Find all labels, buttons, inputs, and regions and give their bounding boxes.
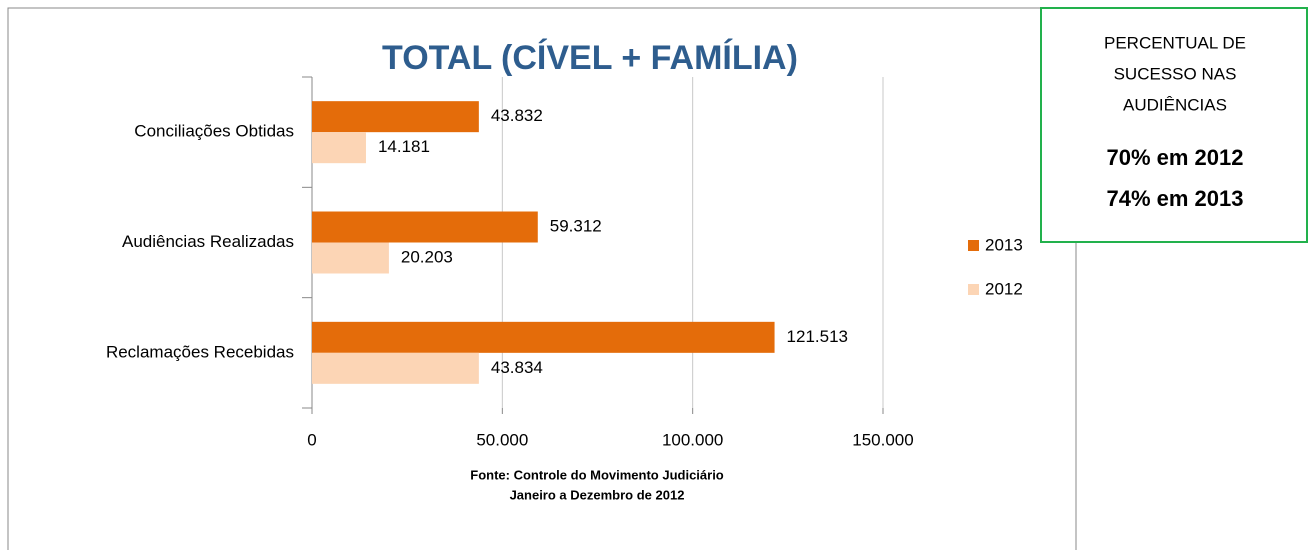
annotation-box <box>1040 7 1308 243</box>
legend-label: 2013 <box>985 235 1023 254</box>
chart-frame <box>7 7 1077 550</box>
annotation-text: SUCESSO NAS <box>1114 64 1237 83</box>
x-tick-label: 0 <box>307 430 316 449</box>
annotation-highlight: 70% em 2012 <box>1107 145 1244 170</box>
annotation-highlight: 74% em 2013 <box>1107 186 1244 211</box>
bar <box>312 132 366 164</box>
y-tick-label: Conciliações Obtidas <box>134 122 294 141</box>
x-tick-label: 100.000 <box>662 430 723 449</box>
source-note: Fonte: Controle do Movimento Judiciário <box>470 467 724 482</box>
annotation-text: AUDIÊNCIAS <box>1123 95 1227 114</box>
chart-title: TOTAL (CÍVEL + FAMÍLIA) <box>382 39 798 77</box>
value-label: 43.834 <box>491 358 543 377</box>
legend-label: 2012 <box>985 279 1023 298</box>
legend-swatch <box>968 284 979 295</box>
y-tick-label: Reclamações Recebidas <box>106 342 294 361</box>
legend-swatch <box>968 240 979 251</box>
y-tick-label: Audiências Realizadas <box>122 232 294 251</box>
bar <box>312 242 389 274</box>
value-label: 20.203 <box>401 247 453 266</box>
bar <box>312 321 775 353</box>
source-note: Janeiro a Dezembro de 2012 <box>510 487 685 502</box>
value-label: 14.181 <box>378 137 430 156</box>
annotation-text: PERCENTUAL DE <box>1104 33 1246 52</box>
bar <box>312 352 479 384</box>
bar <box>312 101 479 133</box>
bar <box>312 211 538 243</box>
value-label: 43.832 <box>491 106 543 125</box>
x-tick-label: 150.000 <box>852 430 913 449</box>
value-label: 59.312 <box>550 216 602 235</box>
x-tick-label: 50.000 <box>476 430 528 449</box>
value-label: 121.513 <box>787 327 848 346</box>
